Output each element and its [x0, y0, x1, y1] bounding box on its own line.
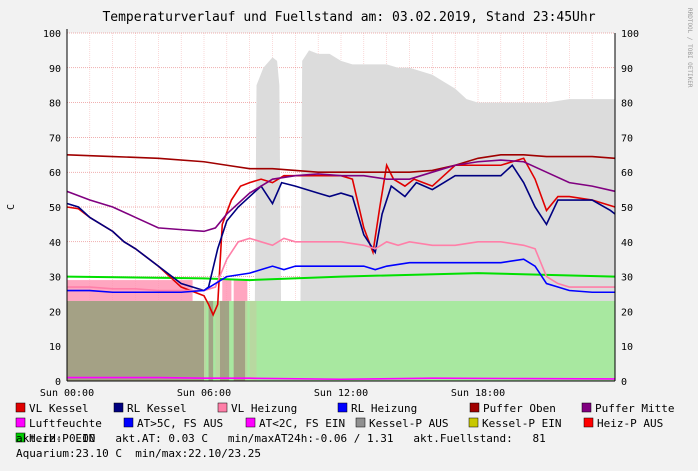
y-tick-label-right: 70 — [621, 133, 633, 144]
y-tick-label: 10 — [49, 342, 61, 353]
y-tick-label: 100 — [43, 29, 61, 40]
x-tick-label: Sun 12:00 — [314, 388, 368, 399]
status-line-1: akt.rH: 0.00 akt.AT: 0.03 C min/maxAT24h… — [16, 432, 546, 445]
legend-label: Kessel-P AUS — [369, 417, 448, 430]
y-tick-label-right: 60 — [621, 168, 633, 179]
legend-swatch — [468, 417, 479, 428]
series-line-3 — [67, 258, 615, 294]
y-tick-label: 30 — [49, 273, 61, 284]
legend-label: Heiz-P EIN — [29, 432, 95, 445]
legend-label: RL Heizung — [351, 402, 417, 415]
vl-heizung-band — [233, 280, 248, 301]
legend-swatch — [123, 417, 134, 428]
heizp-line — [66, 272, 616, 282]
fill-level-area — [254, 50, 615, 382]
y-tick-label-right: 100 — [621, 29, 639, 40]
legend-swatch — [337, 402, 348, 413]
kesselp-bar — [208, 300, 214, 381]
legend-label: AT<2C, FS EIN — [259, 417, 345, 430]
x-tick-label: Sun 06:00 — [177, 388, 231, 399]
series-line-1 — [66, 164, 616, 292]
heizp-bar — [249, 300, 257, 381]
y-tick-label-right: 0 — [621, 377, 627, 388]
legend-label: VL Heizung — [231, 402, 297, 415]
legend-label: Kessel-P EIN — [482, 417, 561, 430]
y-tick-label-right: 20 — [621, 307, 633, 318]
y-axis-label: C — [6, 204, 17, 210]
legend-label: VL Kessel — [29, 402, 89, 415]
series-line-2 — [67, 237, 615, 292]
y-tick-label: 20 — [49, 307, 61, 318]
y-tick-label-right: 50 — [621, 203, 633, 214]
y-tick-label-right: 30 — [621, 273, 633, 284]
y-tick-label-right: 40 — [621, 238, 633, 249]
y-tick-label: 60 — [49, 168, 61, 179]
legend-swatch — [583, 417, 594, 428]
y-tick-label: 50 — [49, 203, 61, 214]
kesselp-bar — [233, 300, 246, 381]
chart-title: Temperaturverlauf und Fuellstand am: 03.… — [102, 10, 595, 25]
series-line-6 — [67, 376, 616, 381]
watermark: RRDTOOL / TOBI OETIKER — [686, 8, 693, 88]
y-tick-label: 90 — [49, 64, 61, 75]
legend-label: Luftfeuchte — [29, 417, 102, 430]
legend-label: AT>5C, FS AUS — [137, 417, 223, 430]
plot-area: 0 0 10 10 20 20 30 30 40 40 50 50 60 60 70 70 80 80 90 90 10… — [40, 29, 639, 399]
x-tick-label: Sun 18:00 — [451, 388, 505, 399]
y-tick-label: 40 — [49, 238, 61, 249]
legend-swatch — [15, 402, 26, 413]
legend-swatch — [245, 417, 256, 428]
vl-heizung-band — [222, 280, 232, 301]
legend-swatch — [15, 417, 26, 428]
legend-swatch — [217, 402, 228, 413]
kesselp-bar — [67, 300, 204, 381]
series-line-4 — [66, 154, 616, 173]
legend-label: Puffer Oben — [483, 402, 556, 415]
kesselp-bar — [219, 300, 230, 381]
series-line-5 — [66, 159, 616, 233]
x-tick-label: Sun 00:00 — [40, 388, 94, 399]
legend-label: Puffer Mitte — [595, 402, 674, 415]
y-tick-label-right: 80 — [621, 99, 633, 110]
y-tick-label: 80 — [49, 99, 61, 110]
y-tick-label: 0 — [55, 377, 61, 388]
legend-swatch — [469, 402, 480, 413]
legend-swatch — [113, 402, 124, 413]
legend-label: RL Kessel — [127, 402, 187, 415]
vl-heizung-band — [67, 280, 193, 301]
status-line-2: Aquarium:23.10 C min/max:22.10/23.25 — [16, 447, 261, 460]
y-tick-label: 70 — [49, 133, 61, 144]
legend-label: Heiz-P AUS — [597, 417, 663, 430]
y-tick-label-right: 90 — [621, 64, 633, 75]
legend: VL Kessel RL Kessel VL Heizung RL Heizung Pu… — [15, 402, 674, 445]
legend-swatch — [581, 402, 592, 413]
y-tick-label-right: 10 — [621, 342, 633, 353]
legend-swatch — [355, 417, 366, 428]
legend-swatch — [15, 432, 26, 443]
